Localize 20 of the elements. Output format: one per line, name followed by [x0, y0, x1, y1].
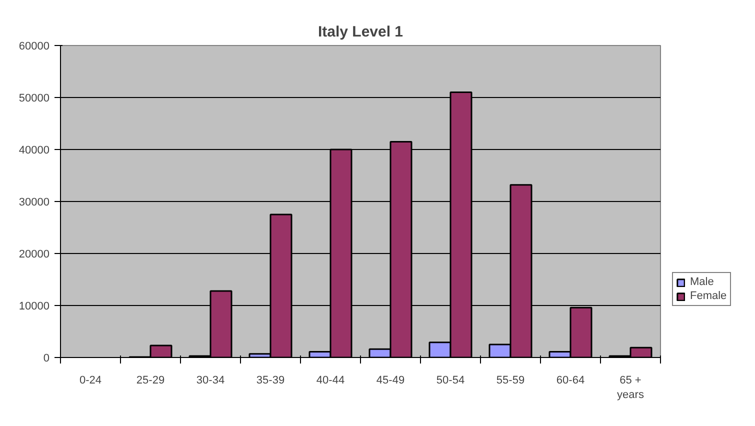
y-tick-label: 10000	[18, 300, 50, 312]
y-tick-label: 0	[43, 352, 50, 364]
y-tick-label: 60000	[18, 40, 50, 52]
y-tick-label: 30000	[18, 196, 50, 208]
x-tick-label: 65 + years	[617, 374, 644, 401]
x-tick-label: 55-59	[496, 374, 525, 386]
x-tick-label: 40-44	[316, 374, 345, 386]
x-tick-label: 45-49	[376, 374, 405, 386]
legend-label: Male	[690, 276, 714, 288]
chart-title: Italy Level 1	[318, 24, 404, 40]
x-tick-label: 25-29	[136, 374, 165, 386]
legend-label: Female	[690, 290, 727, 302]
x-tick-label: 0-24	[79, 374, 102, 386]
y-tick-label: 20000	[18, 248, 50, 260]
y-tick-label: 40000	[18, 144, 50, 156]
x-tick-label: 30-34	[196, 374, 225, 386]
x-tick-label: 60-64	[556, 374, 585, 386]
x-tick-label: 35-39	[256, 374, 285, 386]
y-tick-label: 50000	[18, 92, 50, 104]
x-tick-label: 50-54	[436, 374, 465, 386]
